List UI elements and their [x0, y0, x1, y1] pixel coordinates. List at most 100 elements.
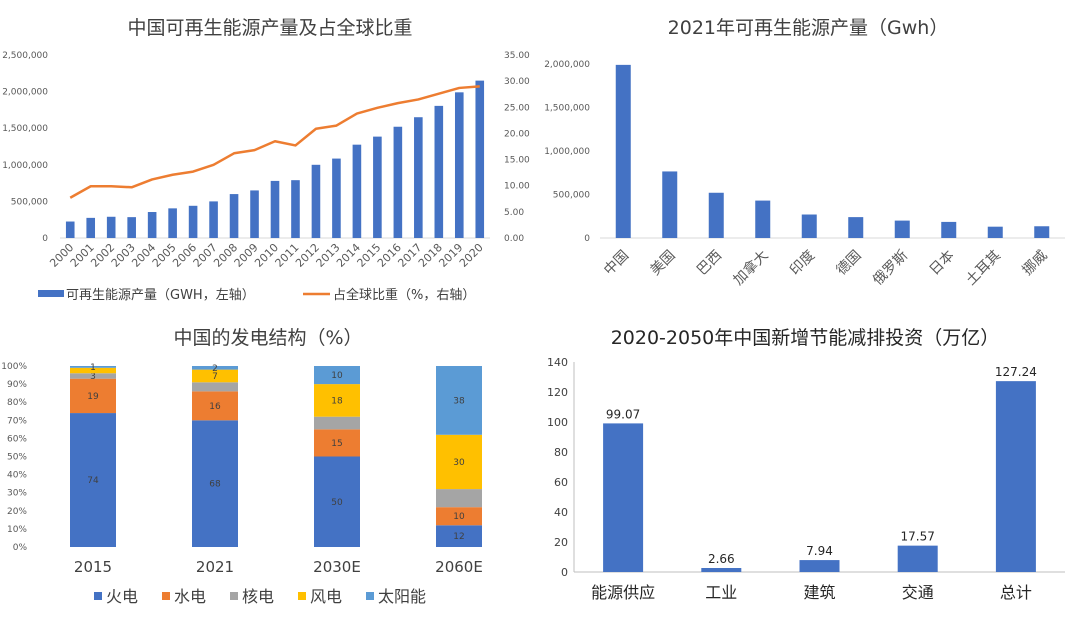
chart4-data-label: 7.94: [806, 544, 833, 558]
chart3-y-tick: 80%: [7, 398, 27, 408]
chart3-segment: [436, 489, 482, 508]
chart3-segment: [192, 366, 238, 370]
chart3-segment: [314, 456, 360, 547]
chart2-svg: 2021年可再生能源产量（Gwh） 0 500,000 1,000,000 1,500,…: [544, 17, 1065, 289]
chart2-bar: [894, 220, 910, 238]
chart3-segment: [70, 413, 116, 547]
chart1-legend-bar-swatch: [38, 290, 64, 297]
chart2-x-tick: 中国: [601, 248, 632, 279]
chart1-yright-tick: 15.00: [504, 156, 530, 166]
chart4-y-tick: 80: [554, 446, 568, 459]
chart3-legend-label: 风电: [310, 587, 342, 606]
chart4-x-tick: 交通: [902, 583, 934, 602]
chart4-bar: [897, 545, 938, 572]
chart3-data-label: 15: [331, 439, 342, 449]
chart-renewable-output-share: 中国可再生能源产量及占全球比重 0 500,000 1,000,000 1,500,00…: [0, 0, 540, 310]
chart1-bar: [475, 80, 485, 239]
chart2-bar: [1034, 226, 1050, 238]
chart3-segment: [70, 373, 116, 379]
chart4-y-tick: 40: [554, 506, 568, 519]
chart3-data-label: 38: [453, 396, 465, 406]
chart3-segment: [192, 391, 238, 421]
chart2-y-tick: 1,500,000: [544, 104, 590, 114]
chart3-segment: [436, 366, 482, 435]
chart3-segment: [314, 384, 360, 417]
chart3-segment: [70, 366, 116, 368]
chart1-bar: [291, 180, 300, 238]
chart1-legend-bar-label: 可再生能源产量（GWH，左轴）: [66, 288, 255, 303]
chart1-bar: [86, 217, 96, 238]
chart3-data-label: 18: [331, 396, 343, 406]
chart1-bar: [250, 190, 259, 238]
chart3-segment: [436, 525, 482, 547]
chart3-y-tick: 0%: [13, 543, 28, 553]
chart1-yleft-tick: 0: [42, 234, 48, 244]
chart1-bar: [229, 194, 239, 238]
chart3-y-tick: 10%: [7, 525, 27, 535]
chart1-bar: [332, 158, 341, 238]
chart2-x-tick: 德国: [833, 248, 864, 279]
chart4-y-tick: 20: [554, 536, 568, 549]
chart3-y-tick: 30%: [7, 489, 27, 499]
chart1-yleft-tick: 2,000,000: [2, 88, 48, 98]
chart1-yleft-tick: 1,000,000: [2, 161, 48, 171]
chart3-data-label: 68: [209, 480, 221, 490]
chart4-x-tick: 总计: [1000, 583, 1032, 602]
chart3-legend-swatch: [366, 592, 374, 600]
chart1-svg: 中国可再生能源产量及占全球比重 0 500,000 1,000,000 1,500,00…: [2, 17, 530, 303]
chart1-yleft-tick: 1,500,000: [2, 124, 48, 134]
chart3-legend-label: 水电: [174, 587, 206, 606]
chart-china-power-structure: 中国的发电结构（%） 0% 10% 20% 30% 40% 50% 60% 70% 80% 90% 1…: [0, 315, 540, 627]
chart1-bar: [168, 208, 177, 238]
chart3-data-label: 10: [453, 512, 465, 522]
chart1-yright-tick: 0.00: [504, 234, 524, 244]
chart4-bar: [995, 381, 1036, 572]
chart2-x-tick: 俄罗斯: [870, 248, 911, 289]
chart3-segment: [314, 366, 360, 385]
chart2-x-tick: 美国: [647, 248, 678, 279]
chart2-bar: [848, 217, 864, 238]
chart4-data-label: 17.57: [901, 530, 935, 544]
chart2-bar: [662, 171, 678, 238]
chart3-data-label: 50: [331, 498, 343, 508]
chart1-title: 中国可再生能源产量及占全球比重: [127, 17, 412, 39]
chart3-y-tick: 50%: [7, 453, 27, 463]
chart2-x-tick: 日本: [926, 248, 957, 279]
chart4-x-tick: 能源供应: [591, 583, 655, 602]
chart2-x-tick: 挪威: [1019, 248, 1050, 279]
chart2-y-tick: 1,000,000: [544, 147, 590, 157]
chart4-y-tick: 60: [554, 476, 568, 489]
chart3-legend-swatch: [162, 592, 170, 600]
chart1-yleft-tick: 500,000: [11, 197, 48, 207]
chart1-bar: [454, 92, 464, 238]
chart3-data-label: 10: [331, 371, 343, 381]
chart4-bar: [701, 568, 742, 572]
chart3-y-tick: 60%: [7, 434, 27, 444]
chart1-legend-line-label: 占全球比重（%，右轴）: [333, 287, 475, 303]
chart2-bar: [755, 200, 771, 238]
chart3-y-tick: 40%: [7, 471, 27, 481]
chart1-yright-tick: 30.00: [504, 77, 530, 87]
chart1-yleft-tick: 2,500,000: [2, 51, 48, 61]
chart2-y-tick: 500,000: [553, 191, 590, 201]
chart3-data-label: 3: [90, 372, 96, 382]
chart3-data-label: 12: [453, 532, 464, 542]
chart3-data-label: 16: [209, 402, 221, 412]
chart3-data-label: 7: [212, 372, 218, 382]
chart3-x-tick: 2060E: [435, 558, 483, 576]
chart4-bar: [799, 560, 840, 572]
chart1-bar: [311, 164, 321, 238]
chart4-y-tick: 100: [547, 416, 568, 429]
chart-energy-saving-investment: 2020-2050年中国新增节能减排投资（万亿） 0 20 40 60 80 100 120 1…: [540, 315, 1080, 627]
chart3-y-tick: 20%: [7, 507, 27, 517]
chart3-legend-label: 太阳能: [378, 587, 426, 606]
chart4-title: 2020-2050年中国新增节能减排投资（万亿）: [611, 327, 1000, 349]
chart3-data-label: 2: [212, 364, 218, 374]
chart2-bar: [987, 226, 1003, 238]
chart3-segment: [192, 420, 238, 547]
chart2-bar: [801, 214, 817, 238]
chart3-legend-swatch: [230, 592, 238, 600]
chart1-x-tick: 2020: [457, 241, 486, 270]
chart1-yright-tick: 10.00: [504, 182, 530, 192]
chart3-svg: 中国的发电结构（%） 0% 10% 20% 30% 40% 50% 60% 70% 80% 90% 1…: [1, 327, 483, 606]
